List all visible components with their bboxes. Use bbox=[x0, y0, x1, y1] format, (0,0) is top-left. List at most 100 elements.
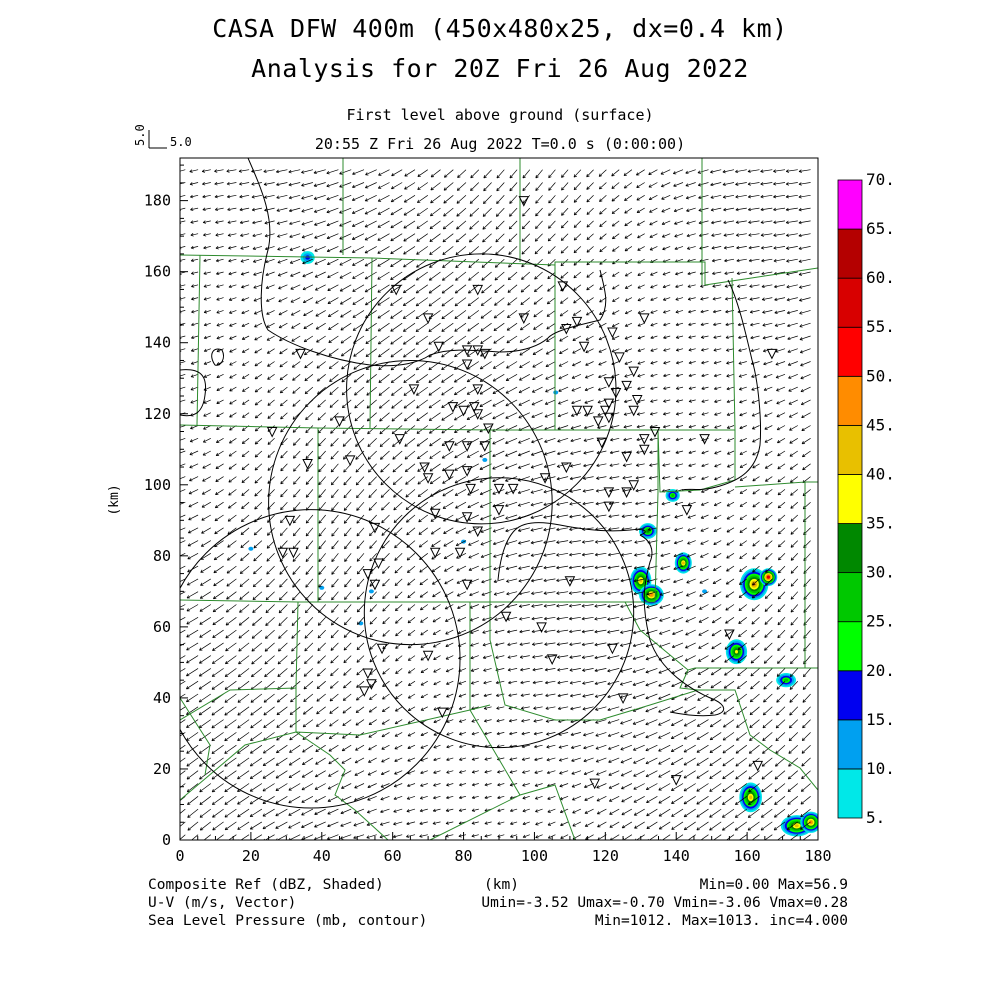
colorbar-segment bbox=[837, 326, 863, 377]
colorbar-segment bbox=[837, 474, 863, 524]
reflectivity-speck bbox=[553, 390, 559, 395]
x-axis: 0 20 40 60 80 100 120 140 160 180 bbox=[175, 832, 832, 865]
station-marker bbox=[561, 324, 572, 335]
station-marker bbox=[571, 405, 583, 417]
colorbar-label: 20. bbox=[866, 661, 895, 680]
colorbar-segment bbox=[837, 572, 863, 623]
station-marker bbox=[546, 654, 558, 665]
footer-right-1: Min=0.00 Max=56.9 bbox=[699, 877, 848, 893]
colorbar-label: 5. bbox=[866, 808, 885, 827]
station-marker bbox=[422, 313, 434, 324]
station-marker bbox=[483, 423, 494, 435]
x-tick-label: 160 bbox=[734, 847, 761, 865]
station-markers bbox=[266, 196, 778, 790]
station-marker bbox=[639, 434, 650, 445]
reflectivity-speck bbox=[319, 585, 325, 590]
station-marker bbox=[461, 512, 473, 523]
station-marker bbox=[295, 348, 306, 360]
station-marker bbox=[639, 313, 650, 324]
station-marker bbox=[429, 508, 441, 520]
station-marker bbox=[394, 434, 406, 445]
colorbar-segment bbox=[837, 375, 863, 426]
colorbar-label: 15. bbox=[866, 710, 895, 729]
subtitle-time: 20:55 Z Fri 26 Aug 2022 T=0.0 s (0:00:00… bbox=[314, 135, 686, 153]
station-marker bbox=[447, 402, 459, 413]
y-tick-label: 40 bbox=[153, 689, 171, 707]
station-marker bbox=[277, 547, 289, 559]
station-marker bbox=[444, 441, 455, 452]
station-marker bbox=[649, 427, 661, 438]
station-marker bbox=[681, 505, 693, 516]
colorbar-segment bbox=[837, 228, 863, 279]
colorbar-label: 30. bbox=[866, 563, 895, 582]
station-marker bbox=[334, 416, 345, 427]
y-tick-label: 140 bbox=[144, 334, 171, 352]
station-marker bbox=[621, 380, 632, 392]
station-marker bbox=[493, 483, 505, 495]
station-marker bbox=[670, 775, 682, 786]
station-marker bbox=[479, 441, 491, 452]
station-marker bbox=[621, 487, 632, 499]
footer-right-2: Umin=-3.52 Umax=-0.70 Vmin=-3.06 Vmax=0.… bbox=[481, 895, 848, 911]
station-marker bbox=[359, 686, 370, 697]
y-tick-label: 180 bbox=[144, 192, 171, 210]
station-marker bbox=[369, 579, 381, 591]
reflectivity-speck bbox=[482, 457, 488, 462]
station-marker bbox=[639, 444, 650, 456]
colorbar-segment bbox=[837, 768, 863, 819]
station-marker bbox=[373, 558, 384, 570]
station-marker bbox=[461, 579, 473, 591]
station-marker bbox=[362, 569, 374, 580]
station-marker bbox=[433, 341, 445, 353]
reflectivity-cell bbox=[766, 575, 770, 579]
station-marker bbox=[376, 643, 388, 655]
y-tick-label: 0 bbox=[162, 831, 171, 849]
colorbar-label: 70. bbox=[866, 170, 895, 189]
wind-vector-field bbox=[180, 169, 811, 840]
x-axis-unit: (km) bbox=[484, 877, 519, 893]
station-marker bbox=[461, 466, 473, 477]
x-tick-label: 20 bbox=[242, 847, 260, 865]
radar-range-rings bbox=[180, 253, 635, 809]
title-line-1: CASA DFW 400m (450x480x25, dx=0.4 km) bbox=[212, 14, 788, 43]
station-marker bbox=[362, 668, 374, 680]
reflectivity-cell bbox=[649, 593, 653, 597]
station-marker bbox=[507, 483, 519, 495]
radar-range-ring bbox=[363, 477, 635, 749]
station-marker bbox=[390, 284, 402, 296]
colorbar-segment bbox=[837, 670, 863, 721]
station-marker bbox=[429, 547, 441, 559]
station-marker bbox=[536, 622, 547, 633]
station-marker bbox=[518, 313, 530, 324]
station-marker bbox=[752, 760, 764, 772]
station-marker bbox=[607, 327, 618, 339]
station-marker bbox=[458, 405, 469, 417]
reflectivity-speck bbox=[702, 589, 708, 594]
footer-left-2: U-V (m/s, Vector) bbox=[148, 895, 297, 911]
station-marker bbox=[600, 405, 611, 417]
station-marker bbox=[617, 693, 629, 705]
station-marker bbox=[472, 409, 484, 420]
station-marker bbox=[603, 377, 615, 388]
reflectivity-cell bbox=[794, 824, 799, 828]
colorbar-label: 55. bbox=[866, 317, 895, 336]
colorbar-label: 40. bbox=[866, 464, 895, 483]
reflectivity-speck bbox=[248, 546, 254, 551]
y-axis-unit: (km) bbox=[107, 484, 122, 515]
y-tick-label: 160 bbox=[144, 263, 171, 281]
vector-scale: 5.0 5.0 bbox=[133, 124, 192, 149]
x-tick-label: 40 bbox=[313, 847, 331, 865]
vector-scale-vertical-label: 5.0 bbox=[133, 124, 147, 146]
station-marker bbox=[610, 387, 622, 399]
colorbar-label: 65. bbox=[866, 219, 895, 238]
station-marker bbox=[366, 679, 377, 690]
station-marker bbox=[461, 359, 473, 371]
station-marker bbox=[500, 611, 512, 623]
reflectivity-cell bbox=[671, 493, 675, 497]
station-marker bbox=[444, 469, 455, 481]
station-marker bbox=[422, 473, 434, 484]
station-marker bbox=[472, 345, 484, 356]
station-marker bbox=[461, 345, 473, 356]
station-marker bbox=[302, 458, 313, 470]
station-marker bbox=[631, 395, 643, 406]
